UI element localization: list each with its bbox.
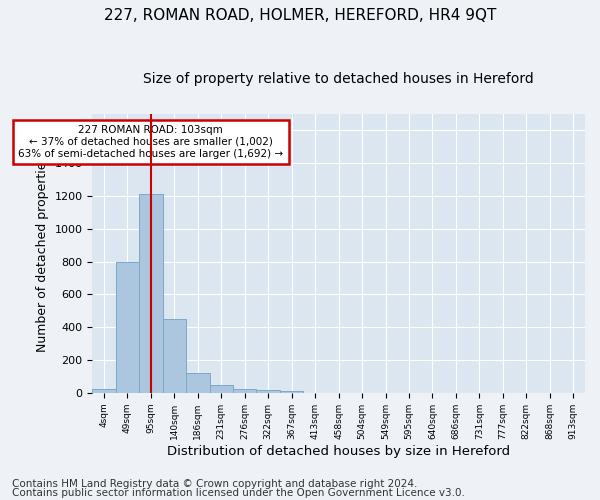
Y-axis label: Number of detached properties: Number of detached properties — [36, 155, 49, 352]
Text: 227, ROMAN ROAD, HOLMER, HEREFORD, HR4 9QT: 227, ROMAN ROAD, HOLMER, HEREFORD, HR4 9… — [104, 8, 496, 22]
Title: Size of property relative to detached houses in Hereford: Size of property relative to detached ho… — [143, 72, 534, 86]
Bar — [163, 319, 186, 393]
Bar — [92, 388, 116, 393]
Bar — [209, 384, 233, 393]
Text: Contains public sector information licensed under the Open Government Licence v3: Contains public sector information licen… — [12, 488, 465, 498]
Text: 227 ROMAN ROAD: 103sqm
← 37% of detached houses are smaller (1,002)
63% of semi-: 227 ROMAN ROAD: 103sqm ← 37% of detached… — [19, 126, 283, 158]
Bar — [139, 194, 163, 393]
Bar — [280, 391, 304, 393]
Bar — [233, 388, 256, 393]
X-axis label: Distribution of detached houses by size in Hereford: Distribution of detached houses by size … — [167, 444, 510, 458]
Text: Contains HM Land Registry data © Crown copyright and database right 2024.: Contains HM Land Registry data © Crown c… — [12, 479, 418, 489]
Bar — [256, 390, 280, 393]
Bar — [116, 262, 139, 393]
Bar — [186, 373, 209, 393]
